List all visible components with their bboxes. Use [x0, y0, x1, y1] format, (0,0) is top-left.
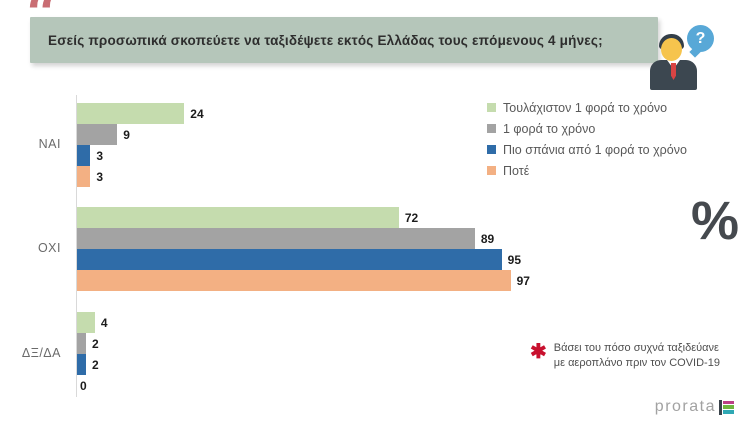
bar-value-label: 3 — [96, 148, 104, 163]
category-label: ΔΞ/ΔΑ — [21, 346, 61, 360]
bar-row: 4 — [77, 312, 108, 333]
legend-item: Τουλάχιστον 1 φορά το χρόνο — [487, 97, 687, 118]
bar-row: 95 — [77, 249, 530, 270]
bar-row: 72 — [77, 207, 530, 228]
bar-segment — [77, 354, 86, 375]
bar-segment — [77, 103, 185, 124]
legend-swatch — [487, 124, 496, 133]
legend-item: Ποτέ — [487, 160, 687, 181]
prorata-logo: prorata — [655, 398, 734, 416]
legend: Τουλάχιστον 1 φορά το χρόνο 1 φορά το χρό… — [487, 97, 687, 181]
logo-bar — [719, 399, 722, 415]
legend-item: Πιο σπάνια από 1 φορά το χρόνο — [487, 139, 687, 160]
prorata-logo-text: prorata — [654, 398, 716, 415]
bar-segment — [77, 166, 91, 187]
bar-segment — [77, 124, 118, 145]
bar-segment — [77, 145, 91, 166]
percent-symbol: % — [691, 191, 740, 251]
person-head — [661, 38, 682, 61]
legend-swatch — [487, 145, 496, 154]
bar-row: 97 — [77, 270, 530, 291]
footnote: ✱ Βάσει του πόσο συχνά ταξιδεύανε με αερ… — [530, 341, 720, 372]
bar-segment — [77, 270, 511, 291]
legend-label: Πιο σπάνια από 1 φορά το χρόνο — [503, 142, 687, 157]
person-question-icon: ? — [650, 22, 718, 92]
bar-group: 72 89 95 97 — [77, 207, 530, 291]
bar-value-label: 72 — [404, 210, 419, 225]
category-label: ΟΧΙ — [37, 241, 61, 255]
logo-stripe — [723, 405, 734, 409]
bar-value-label: 2 — [91, 357, 99, 372]
prorata-logo-mark-icon — [719, 399, 734, 415]
bar-value-label: 95 — [507, 252, 521, 267]
bar-value-label: 24 — [190, 106, 204, 121]
bar-row: 89 — [77, 228, 530, 249]
question-bubble-icon: ? — [687, 25, 714, 52]
bar-segment — [77, 228, 475, 249]
bar-value-label: 9 — [123, 127, 130, 142]
bar-value-label: 4 — [100, 315, 108, 330]
bar-row: 2 — [77, 354, 108, 375]
bar-row: 9 — [77, 124, 204, 145]
category-label: ΝΑΙ — [38, 137, 61, 151]
bar-value-label: 89 — [480, 231, 495, 246]
legend-label: Τουλάχιστον 1 φορά το χρόνο — [503, 100, 668, 115]
bar-value-label: 3 — [96, 169, 104, 184]
bar-segment — [77, 249, 502, 270]
bar-segment — [77, 333, 86, 354]
bar-segment — [77, 312, 95, 333]
question-box: Εσείς προσωπικά σκοπεύετε να ταξιδέψετε … — [30, 17, 658, 63]
bar-row: 0 — [77, 375, 108, 396]
footnote-line-1: Βάσει του πόσο συχνά ταξιδεύανε — [553, 342, 719, 354]
bar-row: 24 — [77, 103, 204, 124]
question-text: Εσείς προσωπικά σκοπεύετε να ταξιδέψετε … — [48, 32, 603, 48]
person-tie — [671, 63, 676, 80]
logo-stripe — [723, 400, 734, 404]
bar-chart: 24 9 3 3 ΝΑΙ 72 89 95 97 ΟΧΙ 4 2 2 0 ΔΞ/ΔΑ — [22, 95, 676, 397]
bar-group: 24 9 3 3 — [77, 103, 204, 187]
bar-value-label: 0 — [80, 378, 87, 393]
legend-label: Ποτέ — [503, 163, 530, 178]
bar-row: 3 — [77, 145, 204, 166]
logo-stripe — [723, 410, 734, 414]
legend-swatch — [487, 166, 496, 175]
footnote-line-2: με αεροπλάνο πριν τον COVID-19 — [553, 357, 720, 370]
bar-row: 2 — [77, 333, 108, 354]
legend-label: 1 φορά το χρόνο — [503, 121, 596, 136]
asterisk-icon: ✱ — [530, 341, 547, 363]
bar-value-label: 97 — [516, 273, 530, 288]
bar-segment — [77, 207, 399, 228]
bar-value-label: 2 — [91, 336, 99, 351]
legend-swatch — [487, 103, 496, 112]
bar-row: 3 — [77, 166, 204, 187]
legend-item: 1 φορά το χρόνο — [487, 118, 687, 139]
